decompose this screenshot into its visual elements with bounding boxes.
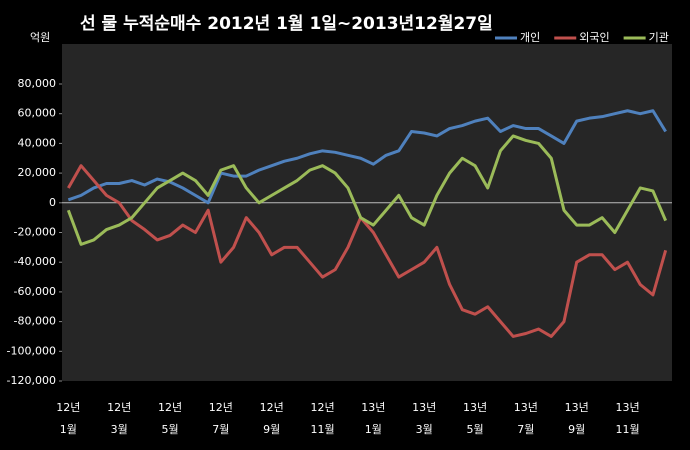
plot-area — [62, 44, 672, 381]
y-tick-label: -60,000 — [14, 285, 56, 298]
x-tick-label: 5월 — [161, 423, 178, 436]
y-tick-label: 60,000 — [18, 107, 57, 120]
x-tick-label: 12년 — [56, 401, 80, 414]
x-tick-label: 7월 — [517, 423, 534, 436]
y-tick-label: 40,000 — [18, 136, 57, 149]
x-tick-label: 13년 — [361, 401, 385, 414]
x-tick-label: 13년 — [463, 401, 487, 414]
y-tick-label: 80,000 — [18, 77, 57, 90]
y-tick-label: -100,000 — [7, 344, 56, 357]
y-tick-label: -120,000 — [7, 374, 56, 387]
y-tick-label: 0 — [49, 196, 56, 209]
x-tick-label: 3월 — [416, 423, 433, 436]
x-tick-label: 12년 — [260, 401, 284, 414]
x-tick-label: 13년 — [514, 401, 538, 414]
legend-label: 기관 — [649, 31, 669, 44]
x-tick-label: 7월 — [212, 423, 229, 436]
legend-label: 외국인 — [579, 31, 609, 44]
x-tick-label: 11월 — [310, 423, 334, 436]
series-line — [66, 134, 668, 246]
x-tick-label: 13년 — [565, 401, 589, 414]
y-tick-label: -80,000 — [14, 315, 56, 328]
x-tick-label: 9월 — [568, 423, 585, 436]
series-line — [67, 164, 668, 338]
x-tick-label: 12년 — [209, 401, 233, 414]
x-tick-label: 13년 — [615, 401, 639, 414]
y-tick-label: -40,000 — [14, 255, 56, 268]
x-tick-label: 12년 — [158, 401, 182, 414]
legend-label: 개인 — [520, 31, 540, 44]
y-tick-label: -20,000 — [14, 226, 56, 239]
x-tick-label: 11월 — [615, 423, 639, 436]
x-tick-label: 5월 — [466, 423, 483, 436]
y-tick-label: 20,000 — [18, 166, 57, 179]
x-tick-label: 9월 — [263, 423, 280, 436]
x-tick-label: 3월 — [111, 423, 128, 436]
y-unit: 억원 — [30, 31, 50, 44]
x-tick-label: 1월 — [365, 423, 382, 436]
x-tick-label: 12년 — [107, 401, 131, 414]
x-tick-label: 13년 — [412, 401, 436, 414]
chart-title: 선 물 누적순매수 2012년 1월 1일~2013년12월27일 — [80, 14, 493, 34]
x-tick-label: 1월 — [60, 423, 77, 436]
x-tick-label: 12년 — [310, 401, 334, 414]
